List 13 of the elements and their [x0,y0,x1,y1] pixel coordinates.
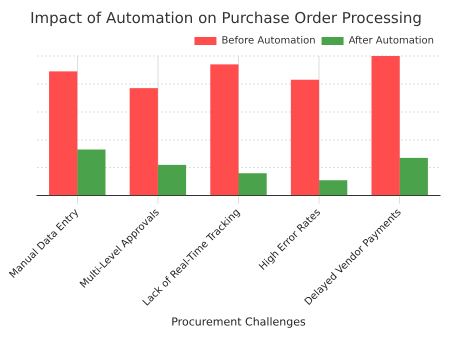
bar [49,71,78,196]
bar [158,164,186,196]
legend-label: After Automation [348,36,434,47]
bar [238,173,267,196]
x-axis-title: Procurement Challenges [171,315,306,328]
bar [77,150,106,196]
legend-label: Before Automation [221,36,316,47]
bar [400,158,428,196]
chart-title: Impact of Automation on Purchase Order Processing [30,8,422,27]
bar [290,80,320,196]
bar [130,88,158,196]
bar [210,64,238,196]
bar [319,180,348,196]
